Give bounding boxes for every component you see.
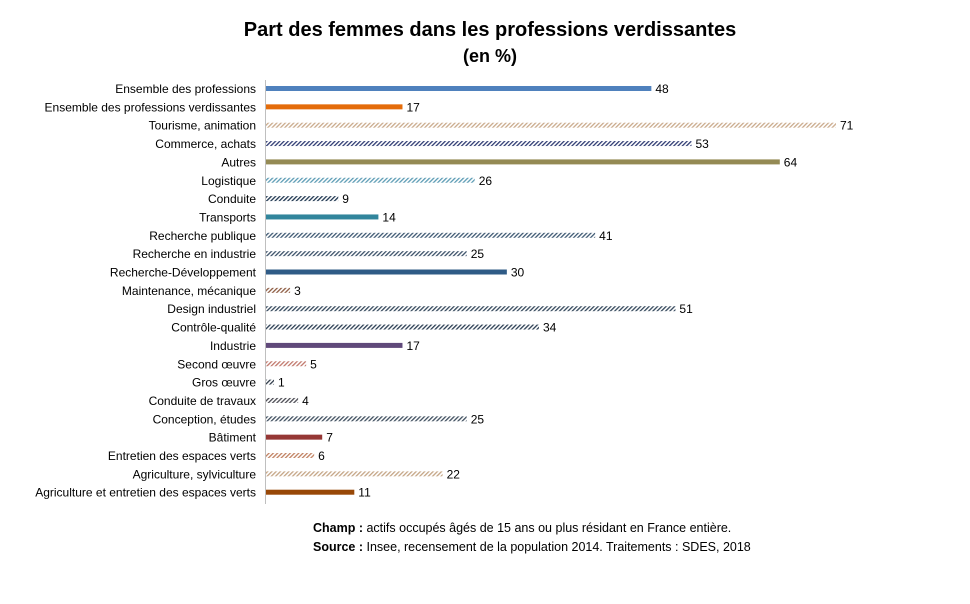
bar-ensemble-des-professions [266,86,652,91]
category-label-agriculture-et-entretien-des-espaces-verts: Agriculture et entretien des espaces ver… [35,486,256,500]
value-label-agriculture-sylviculture: 22 [447,467,461,481]
category-label-conduite: Conduite [208,192,256,206]
bar-autres [266,159,780,165]
bar-logistique [266,177,475,183]
bar-tourisme-animation [266,122,836,128]
bar-recherche-publique [266,232,596,238]
bar-agriculture-sylviculture [266,471,443,477]
value-label-autres: 64 [784,155,798,169]
category-label-gros-oeuvre: Gros œuvre [192,376,256,390]
category-label-logistique: Logistique [201,174,256,188]
bar-design-industriel [266,306,676,312]
category-label-conduite-de-travaux: Conduite de travaux [149,394,256,408]
bar-entretien-des-espaces-verts [266,453,315,458]
value-label-transports: 14 [382,210,396,224]
source-text: Insee, recensement de la population 2014… [363,539,751,554]
bar-conduite-de-travaux [266,397,299,403]
value-label-recherche-publique: 41 [599,229,613,243]
bar-recherche-en-industrie [266,251,467,257]
bar-gros-oeuvre [266,379,275,385]
category-label-conception-etudes: Conception, études [153,412,256,426]
category-label-ensemble-des-professions: Ensemble des professions [115,82,256,96]
bar-industrie [266,342,403,348]
category-label-maintenance-mecanique: Maintenance, mécanique [122,284,256,298]
bar-conduite [266,196,339,202]
category-labels: Ensemble des professions Ensemble des pro… [35,82,256,500]
category-label-controle-qualite: Contrôle-qualité [171,321,256,335]
bar-maintenance-mecanique [266,287,291,293]
value-label-industrie: 17 [406,339,420,353]
value-label-entretien-des-espaces-verts: 6 [318,449,325,463]
value-label-conception-etudes: 25 [471,412,485,426]
value-label-recherche-developpement: 30 [511,266,525,280]
value-label-agriculture-et-entretien-des-espaces-verts: 11 [358,486,371,500]
category-label-commerce-achats: Commerce, achats [155,137,256,151]
chart-notes: Champ : actifs occupés âgés de 15 ans ou… [313,519,751,556]
value-label-maintenance-mecanique: 3 [294,284,301,298]
category-label-industrie: Industrie [210,339,256,353]
bar-second-oeuvre [266,361,307,367]
champ-text: actifs occupés âgés de 15 ans ou plus ré… [363,521,732,535]
value-label-batiment: 7 [326,431,333,445]
bar-transports [266,214,379,220]
bar-batiment [266,434,323,440]
value-label-commerce-achats: 53 [695,137,709,151]
value-label-ensemble-des-professions: 48 [655,82,669,96]
category-label-entretien-des-espaces-verts: Entretien des espaces verts [108,449,256,463]
bar-ensemble-des-professions-verdissantes [266,104,403,110]
value-label-design-industriel: 51 [679,302,693,316]
category-label-recherche-en-industrie: Recherche en industrie [133,247,257,261]
bar-conception-etudes [266,416,467,422]
chart-title: Part des femmes dans les professions ver… [243,19,737,41]
category-label-batiment: Bâtiment [209,431,257,445]
category-label-recherche-developpement: Recherche-Développement [110,266,257,280]
value-label-conduite: 9 [342,192,349,206]
value-label-ensemble-des-professions-verdissantes: 17 [406,100,420,114]
category-label-recherche-publique: Recherche publique [149,229,256,243]
value-label-controle-qualite: 34 [543,321,557,335]
category-label-transports: Transports [199,210,256,224]
value-label-recherche-en-industrie: 25 [471,247,485,261]
value-label-second-oeuvre: 5 [310,357,317,371]
bar-agriculture-et-entretien-des-espaces-verts [266,489,355,495]
chart-subtitle: (en %) [463,46,517,66]
category-label-ensemble-des-professions-verdissantes: Ensemble des professions verdissantes [45,100,256,114]
champ-note: Champ : actifs occupés âgés de 15 ans ou… [313,519,751,538]
value-label-gros-oeuvre: 1 [278,376,285,390]
source-label: Source : [313,539,364,554]
category-label-autres: Autres [221,155,256,169]
category-label-second-oeuvre: Second œuvre [177,357,256,371]
bar-controle-qualite [266,324,539,330]
bar-commerce-achats [266,141,692,147]
category-label-tourisme-animation: Tourisme, animation [149,119,256,133]
value-label-conduite-de-travaux: 4 [302,394,309,408]
bar-recherche-developpement [266,269,507,275]
source-note: Source : Insee, recensement de la popula… [313,538,751,557]
value-label-logistique: 26 [479,174,493,188]
value-label-tourisme-animation: 71 [840,119,854,133]
bars [266,86,836,495]
category-label-design-industriel: Design industriel [167,302,256,316]
champ-label: Champ : [313,521,363,535]
category-label-agriculture-sylviculture: Agriculture, sylviculture [133,467,257,481]
